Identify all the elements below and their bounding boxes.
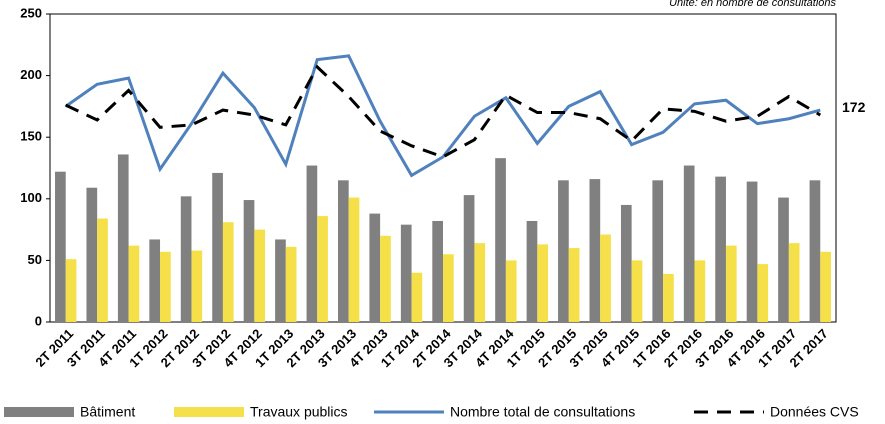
bar [663,273,674,322]
bar [631,260,643,322]
bar [505,260,517,322]
bar [86,187,98,322]
bar [589,179,601,322]
bar [180,196,192,322]
bar [306,165,318,322]
bar [820,251,831,322]
y-tick-label: 250 [20,5,42,20]
bar [788,243,800,322]
bar [254,229,266,322]
bar [128,245,140,322]
bar [694,260,706,322]
legend-label: Bâtiment [80,404,135,420]
bar [55,171,66,322]
bar [568,248,580,322]
bar [191,250,203,322]
bar [600,234,611,322]
bar [652,180,664,322]
bar [432,220,443,322]
bar [683,165,695,322]
bar [212,172,223,322]
bar [117,154,129,322]
bar [411,272,423,322]
bar [526,220,538,322]
bar [725,245,737,322]
end-label: 172 [842,99,866,115]
bar [348,197,360,322]
bar [809,180,821,322]
bar [495,158,506,322]
bar [369,213,381,322]
line [65,64,822,159]
legend-label: Travaux publics [250,404,348,420]
bar [757,264,769,322]
bar [337,180,349,322]
bar [65,259,77,322]
y-tick-label: 50 [28,252,42,267]
bar [778,197,789,322]
bar [537,244,549,322]
legend-swatch [4,407,74,417]
bar [715,176,726,322]
legend-swatch [174,407,244,417]
y-tick-label: 150 [20,129,42,144]
bar [243,200,255,322]
bar [97,218,108,322]
bar [463,195,475,322]
bar [285,246,297,322]
bar [620,204,632,322]
bar [160,251,171,322]
bar [317,216,328,322]
bar [443,254,454,322]
bar [149,239,161,322]
bar [400,224,412,322]
bar [474,243,486,322]
bar [746,181,758,322]
legend-label: Nombre total de consultations [450,404,635,420]
y-tick-label: 200 [20,67,42,82]
bar [558,180,569,322]
line [64,54,821,178]
bar [380,235,391,322]
y-tick-label: 100 [20,190,42,205]
legend-label: Données CVS [770,404,859,420]
y-tick-label: 0 [35,313,42,328]
bar [222,222,234,322]
bar [275,239,286,322]
chart-subtitle: Unité: en nombre de consultations [669,0,836,9]
